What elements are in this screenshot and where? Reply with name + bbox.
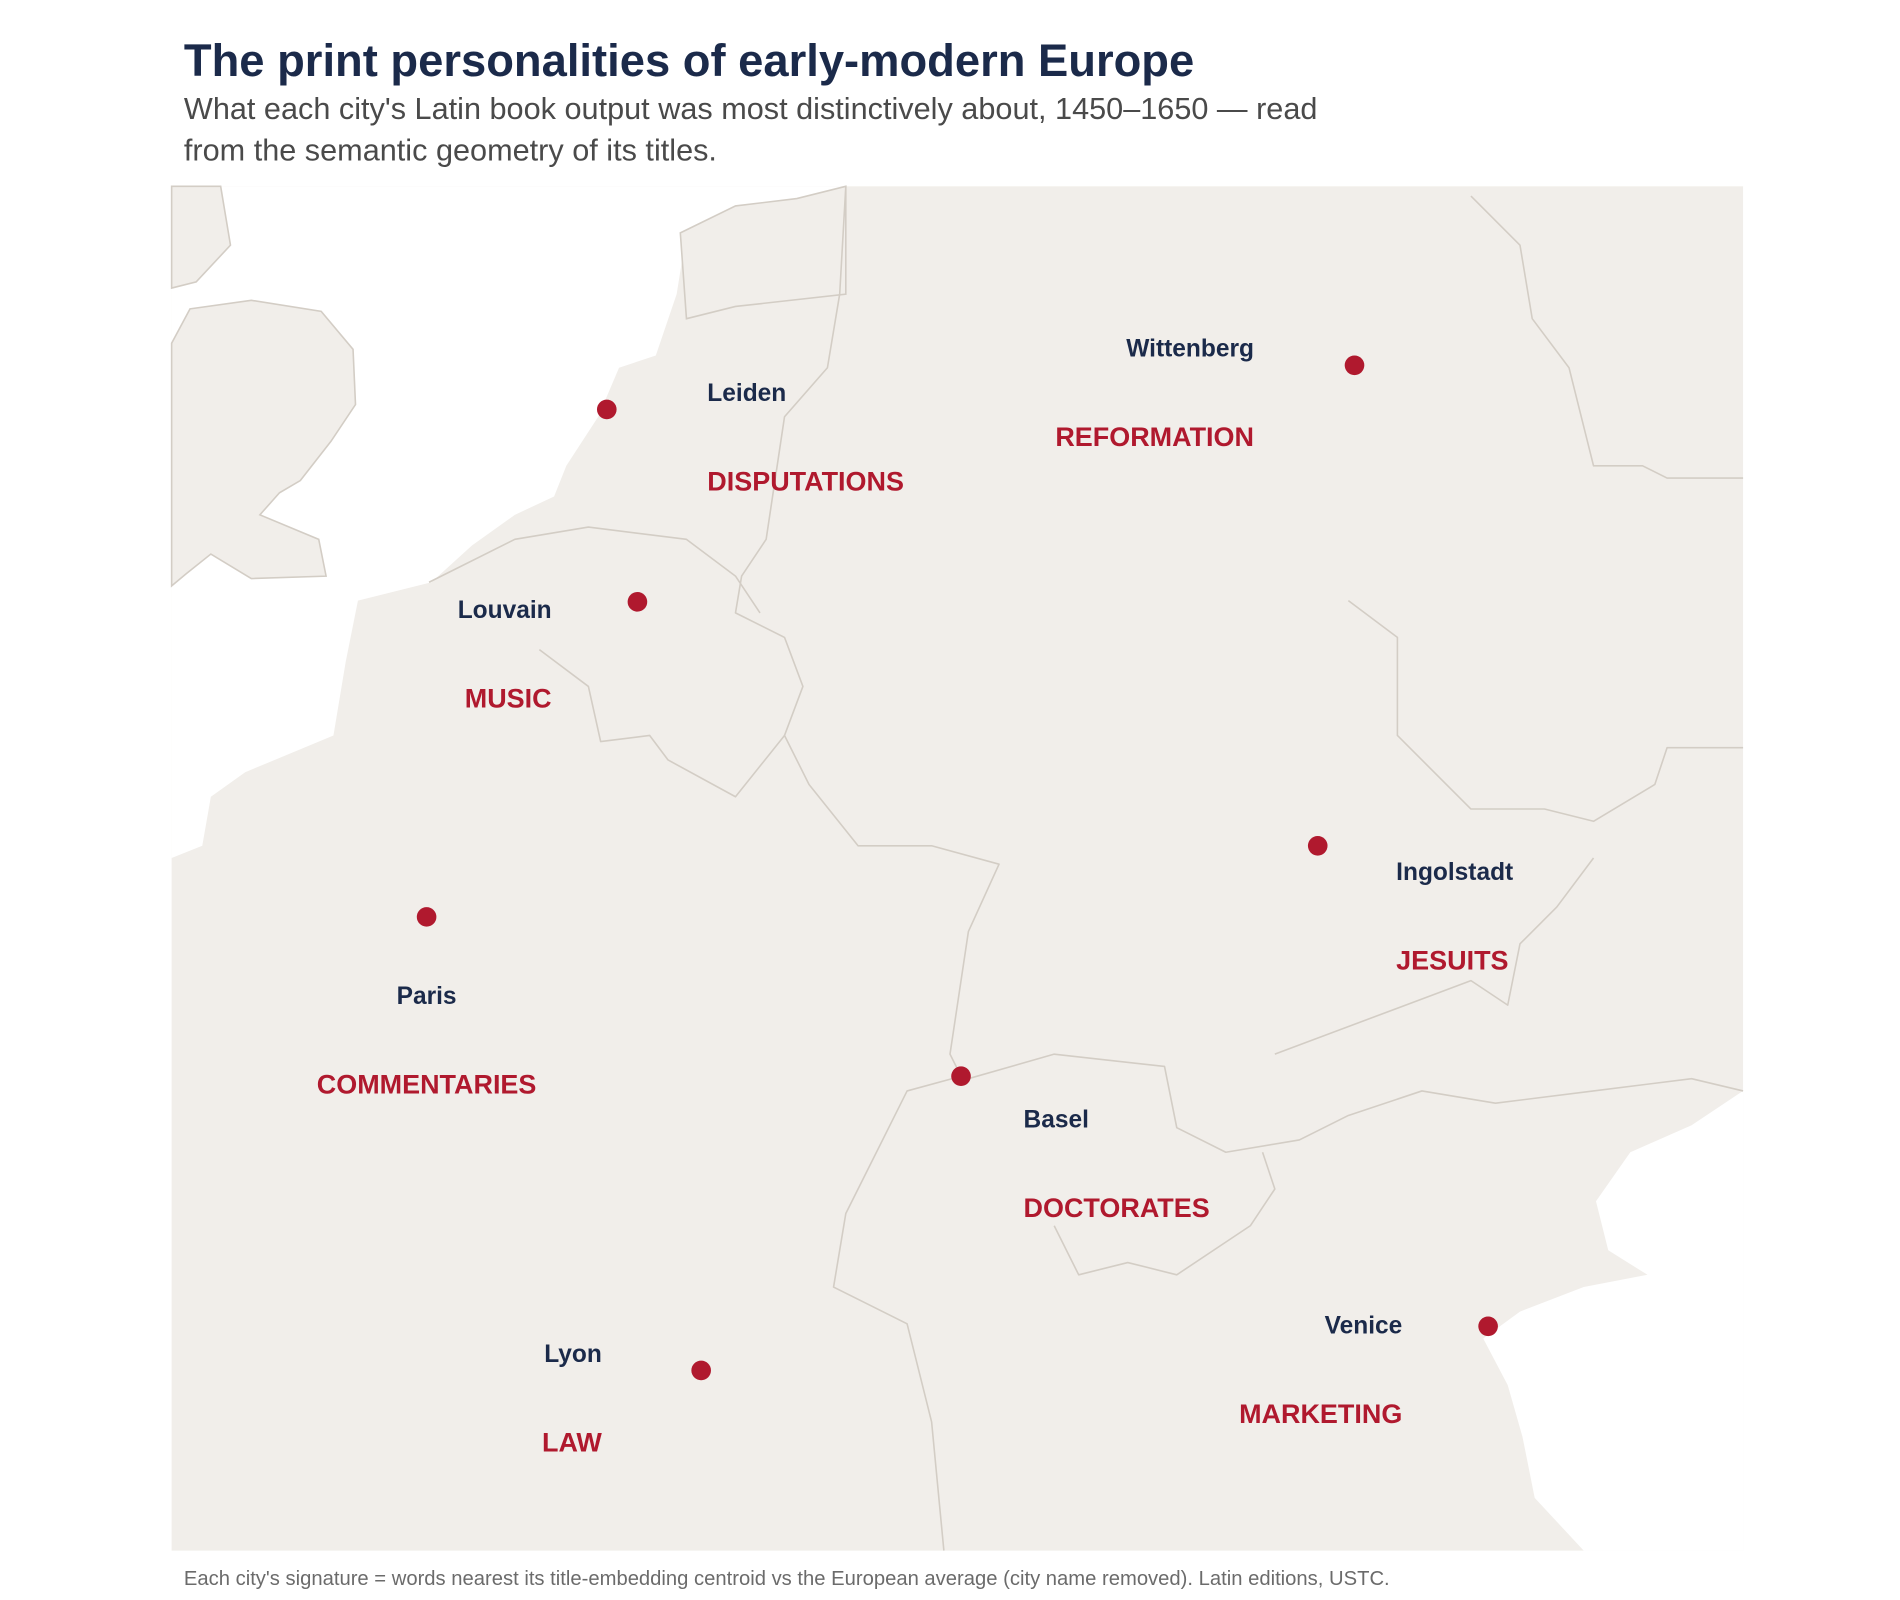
city-name: Leiden xyxy=(707,380,786,407)
border xyxy=(1347,599,1744,823)
border xyxy=(428,526,761,614)
footnote: Each city's signature = words nearest it… xyxy=(184,1568,1390,1590)
border xyxy=(1053,1151,1276,1276)
border xyxy=(832,1075,962,1551)
scotland-tip xyxy=(170,185,232,290)
city-name: Louvain xyxy=(458,597,552,624)
city-signature: DOCTORATES xyxy=(1024,1193,1210,1223)
city-dot xyxy=(627,592,648,612)
city-layer: Leiden DISPUTATIONS Wittenberg REFORMATION L… xyxy=(317,336,1513,1458)
border xyxy=(538,649,786,798)
city-name: Paris xyxy=(397,983,457,1010)
city-dot xyxy=(416,907,437,927)
jutland xyxy=(679,185,847,320)
border xyxy=(734,186,1000,1077)
subtitle: What each city's Latin book output was m… xyxy=(183,91,1318,168)
city-signature: DISPUTATIONS xyxy=(707,466,904,496)
city-dot xyxy=(691,1360,711,1381)
city-signature: MUSIC xyxy=(465,683,552,713)
basemap xyxy=(170,185,1744,1551)
city-dot xyxy=(596,399,617,420)
city-dot xyxy=(951,1066,971,1087)
city-signature: JESUITS xyxy=(1396,946,1508,976)
city-name: Ingolstadt xyxy=(1396,859,1513,886)
city-signature: LAW xyxy=(542,1427,602,1457)
city-dot xyxy=(1307,835,1328,856)
city-signature: REFORMATION xyxy=(1055,422,1254,452)
city-name: Wittenberg xyxy=(1126,336,1254,363)
city-signature: COMMENTARIES xyxy=(317,1069,537,1099)
city-dot xyxy=(1344,355,1365,376)
city-name: Basel xyxy=(1024,1107,1089,1134)
city-name: Venice xyxy=(1325,1313,1403,1340)
city-dot xyxy=(1478,1316,1498,1337)
border xyxy=(1274,857,1595,1055)
city-signature: MARKETING xyxy=(1239,1399,1402,1429)
border xyxy=(968,1053,1744,1154)
border xyxy=(1470,195,1744,479)
title: The print personalities of early-modern … xyxy=(184,35,1194,86)
subtitle-box: What each city's Latin book output was m… xyxy=(183,91,1318,168)
adriatic xyxy=(1483,1090,1744,1551)
england xyxy=(170,299,357,588)
city-name: Lyon xyxy=(544,1341,602,1368)
